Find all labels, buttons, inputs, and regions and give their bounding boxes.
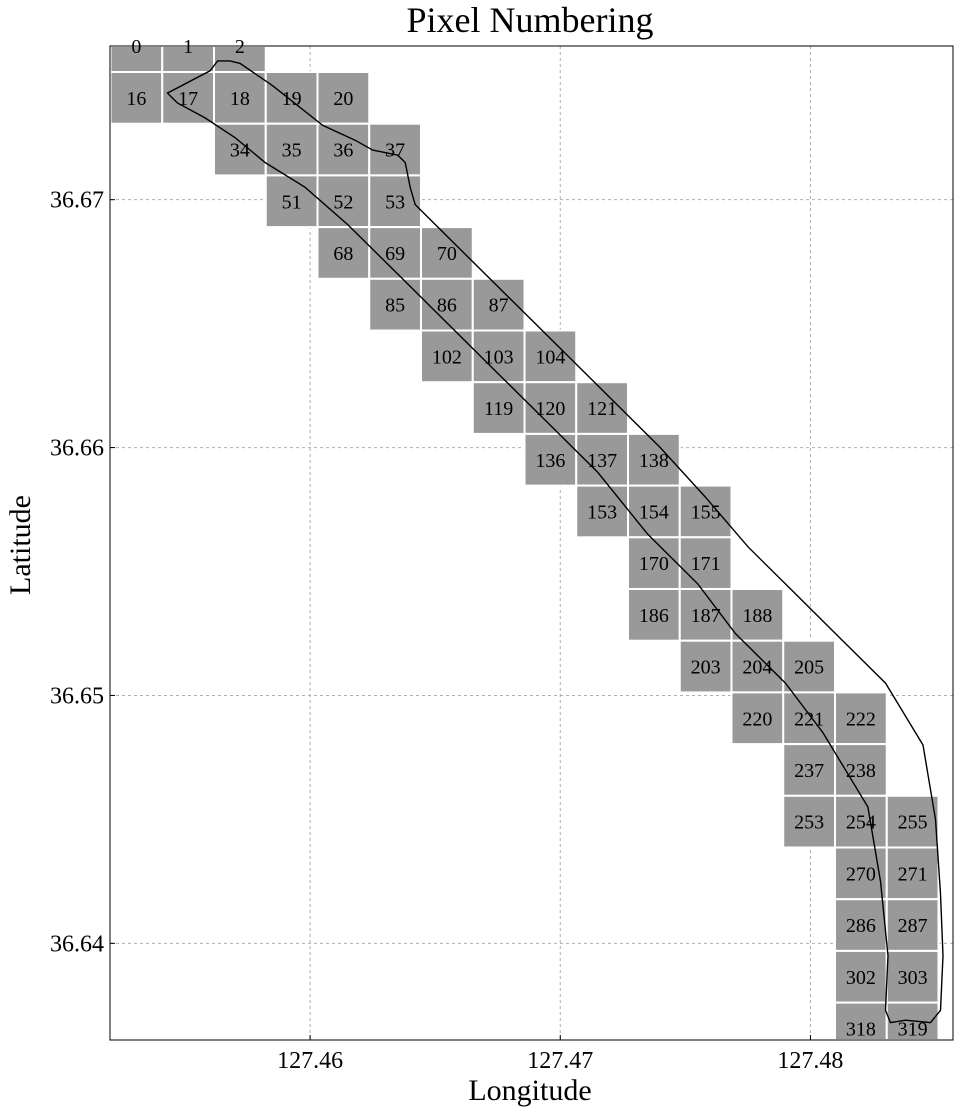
pixel-label: 220: [742, 708, 772, 730]
pixel-label: 138: [639, 450, 669, 472]
pixel-label: 203: [691, 657, 721, 679]
x-tick-label: 127.47: [527, 1048, 593, 1074]
pixel-cell: [834, 743, 888, 797]
y-tick-label: 36.67: [50, 188, 104, 214]
boundary-line: [166, 60, 944, 1024]
pixel-label: 155: [691, 501, 721, 523]
pixel-cell: [782, 639, 836, 694]
pixel-label: 153: [587, 501, 617, 523]
pixel-label: 1: [183, 36, 193, 58]
pixel-label: 238: [846, 760, 876, 782]
pixel-label: 136: [535, 450, 565, 472]
pixel-label: 271: [898, 863, 928, 885]
pixel-label: 37: [385, 140, 405, 162]
pixel-cell: [730, 691, 785, 746]
pixel-label: 36: [333, 140, 353, 162]
pixel-label: 253: [794, 812, 824, 834]
y-tick-label: 36.66: [50, 436, 104, 462]
pixel-cell: [834, 846, 888, 901]
pixel-label: 237: [794, 760, 824, 782]
pixel-cell: [368, 226, 422, 280]
pixel-label: 222: [846, 708, 876, 730]
pixel-label: 186: [639, 605, 669, 627]
pixel-label: 303: [898, 967, 928, 989]
plot-frame: [109, 45, 954, 1041]
axis-ticks: 127.46 127.47 127.48 36.67 36.66 36.65 36.64: [50, 188, 843, 1074]
pixel-cell: [730, 588, 785, 642]
pixel-cell: [264, 122, 319, 177]
pixel-label: 18: [230, 88, 250, 110]
pixel-label: 319: [898, 1018, 928, 1040]
pixel-cell: [264, 174, 319, 229]
pixel-label: 254: [846, 812, 876, 834]
pixel-cell: [834, 1001, 888, 1041]
pixel-label: 51: [282, 191, 302, 213]
pixel-label: 34: [230, 140, 250, 162]
pixel-label: 318: [846, 1018, 876, 1040]
x-axis-label: Longitude: [468, 1074, 591, 1107]
pixel-label: 255: [898, 812, 928, 834]
pixel-label: 120: [535, 398, 565, 420]
pixel-label: 87: [489, 295, 509, 317]
pixel-label: 187: [691, 605, 721, 627]
pixel-label: 2: [235, 36, 245, 58]
pixel-cell: [834, 949, 888, 1004]
pixel-label: 205: [794, 657, 824, 679]
pixel-label: 119: [484, 398, 513, 420]
pixel-label: 20: [333, 88, 353, 110]
pixel-cell: [368, 174, 422, 229]
pixel-label: 16: [126, 88, 146, 110]
y-axis-label: Latitude: [4, 495, 37, 595]
y-tick-label: 36.64: [50, 931, 104, 957]
pixel-cell: [678, 484, 733, 539]
pixel-label: 121: [587, 398, 617, 420]
pixel-label: 302: [846, 967, 876, 989]
pixel-label: 0: [131, 36, 141, 58]
pixel-label: 86: [437, 295, 457, 317]
pixel-cell: [316, 226, 371, 280]
pixel-label: 170: [639, 553, 669, 575]
gridlines: [110, 46, 953, 1040]
pixel-label: 270: [846, 863, 876, 885]
pixel-cell: [782, 794, 836, 849]
pixel-label: 85: [385, 295, 405, 317]
x-tick-label: 127.48: [777, 1048, 843, 1074]
pixel-label: 17: [178, 88, 198, 110]
pixel-label: 154: [639, 501, 669, 523]
chart-title: Pixel Numbering: [407, 0, 654, 40]
pixel-label: 103: [484, 346, 514, 368]
pixel-label: 204: [742, 657, 772, 679]
pixel-label: 137: [587, 450, 617, 472]
pixel-label: 221: [794, 708, 824, 730]
pixel-cell: [782, 691, 836, 746]
pixel-label: 35: [282, 140, 302, 162]
pixel-cell: [316, 174, 371, 229]
pixel-cell: [834, 898, 888, 952]
pixel-cell: [678, 639, 733, 694]
pixel-label: 171: [691, 553, 721, 575]
pixel-cell: [161, 71, 215, 125]
pixel-label: 286: [846, 915, 876, 937]
pixel-label: 102: [432, 346, 462, 368]
pixel-cell: [885, 898, 940, 952]
pixel-cell: [420, 329, 474, 384]
pixel-cell: [316, 71, 371, 125]
pixel-label: 104: [535, 346, 565, 368]
boundary-outline: [166, 60, 944, 1024]
x-tick-label: 127.46: [277, 1048, 343, 1074]
pixel-label: 68: [333, 243, 353, 265]
pixel-label: 188: [742, 605, 772, 627]
y-tick-label: 36.65: [50, 683, 104, 709]
pixel-cell: [678, 588, 733, 642]
pixel-cell: [368, 122, 422, 177]
pixel-label: 69: [385, 243, 405, 265]
pixel-label: 53: [385, 191, 405, 213]
pixel-label: 70: [437, 243, 457, 265]
pixel-label: 287: [898, 915, 928, 937]
pixel-label: 52: [333, 191, 353, 213]
